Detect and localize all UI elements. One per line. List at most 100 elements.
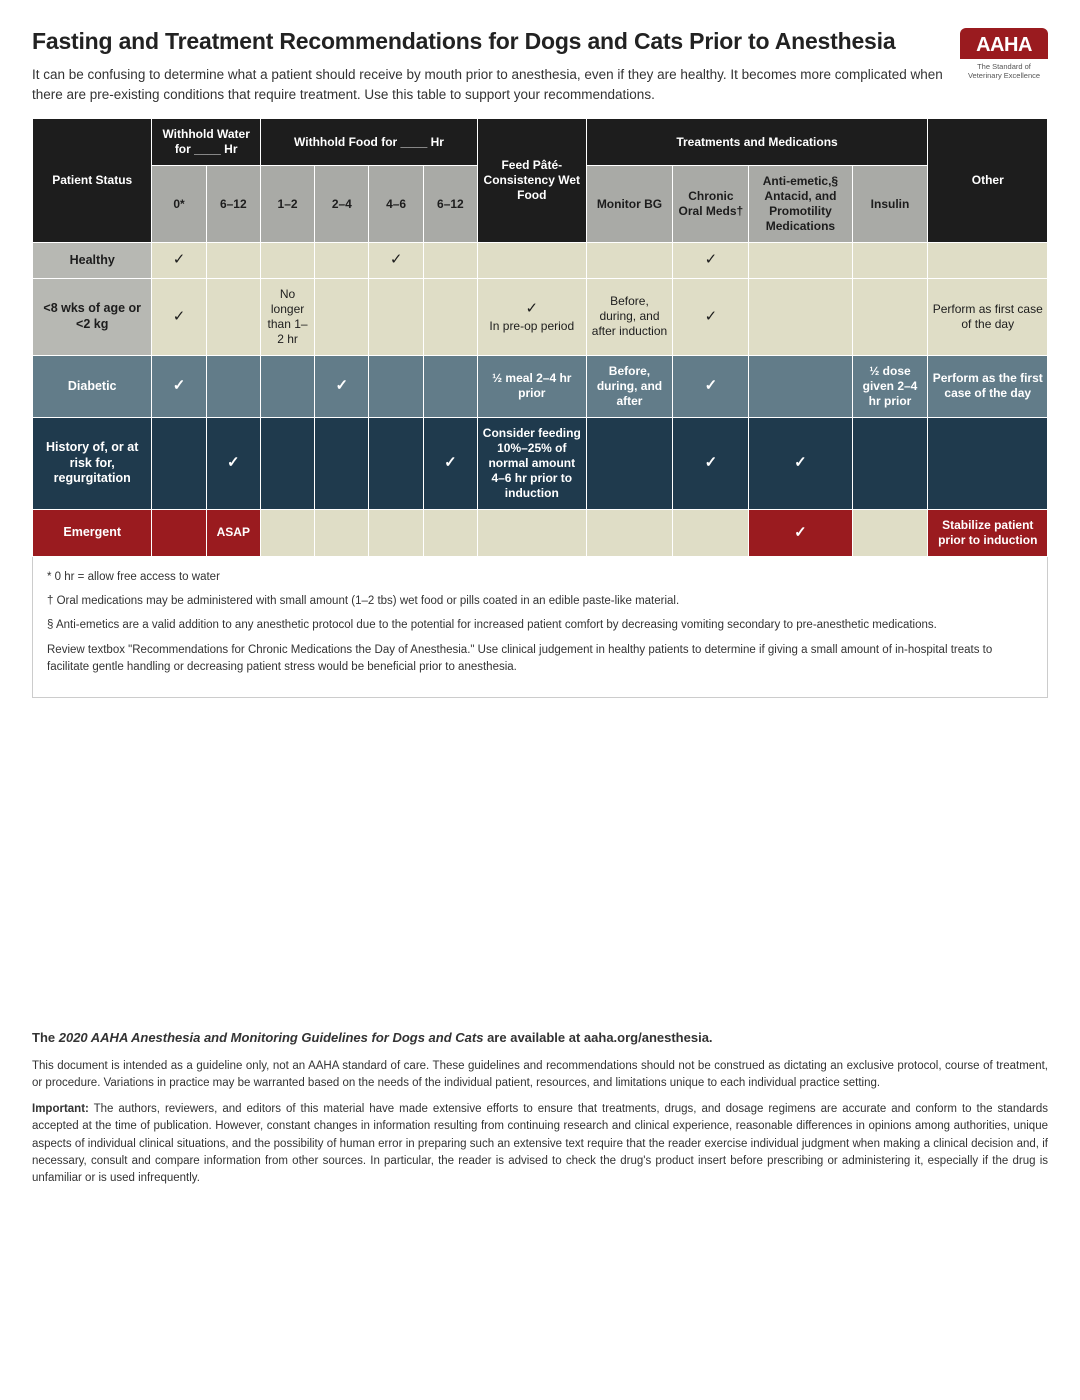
check-icon: ✓ [444,454,457,471]
cell [852,278,928,355]
cell: ✓ [152,355,206,417]
cell [206,243,260,279]
cell [749,243,852,279]
cell [478,243,587,279]
check-icon: ✓ [173,308,186,325]
sub-chronic-meds: Chronic Oral Meds† [673,166,749,243]
cell: ✓ [152,278,206,355]
footnotes: * 0 hr = allow free access to water † Ora… [32,557,1048,698]
row-label-regurg: History of, or at risk for, regurgitatio… [33,417,152,509]
cell [478,509,587,556]
check-icon: ✓ [794,524,807,541]
cell: ✓ [369,243,423,279]
intro-text: It can be confusing to determine what a … [32,65,944,104]
check-icon: ✓ [705,251,718,268]
cell [928,243,1048,279]
cell [206,278,260,355]
sub-food-12: 1–2 [260,166,314,243]
sub-food-24: 2–4 [315,166,369,243]
table-body: Healthy✓✓✓<8 wks of age or <2 kg✓No long… [33,243,1048,557]
col-other: Other [928,119,1048,243]
sub-insulin: Insulin [852,166,928,243]
cell [852,509,928,556]
cell: ✓ [673,243,749,279]
footnote: * 0 hr = allow free access to water [47,569,1033,586]
col-feed-pate: Feed Pâté-Consistency Wet Food [478,119,587,243]
cell [928,417,1048,509]
logo-text: AAHA [960,28,1048,59]
footnote: † Oral medications may be administered w… [47,593,1033,610]
check-icon: ✓ [390,251,403,268]
cell: ✓ [749,417,852,509]
sub-water-612: 6–12 [206,166,260,243]
check-icon: ✓ [173,251,186,268]
cell [369,509,423,556]
cell [315,243,369,279]
cell: ✓ [673,355,749,417]
cell: No longer than 1–2 hr [260,278,314,355]
cell [315,417,369,509]
cell [423,278,477,355]
footnote: § Anti-emetics are a valid addition to a… [47,617,1033,634]
cell [369,355,423,417]
cell [206,355,260,417]
cell [423,509,477,556]
cell: Perform as the first case of the day [928,355,1048,417]
important-note: Important: The authors, reviewers, and e… [32,1101,1048,1187]
cell [369,278,423,355]
check-icon: ✓ [705,377,718,394]
cell: ASAP [206,509,260,556]
cell: Perform as first case of the day [928,278,1048,355]
cell: Before, during, and after [586,355,673,417]
sub-water-0: 0* [152,166,206,243]
sub-monitor-bg: Monitor BG [586,166,673,243]
row-label-diabetic: Diabetic [33,355,152,417]
header-text: Fasting and Treatment Recommendations fo… [32,28,944,118]
cell [852,243,928,279]
footnote: Review textbox "Recommendations for Chro… [47,642,1033,677]
cell: ✓ [673,278,749,355]
col-patient-status: Patient Status [33,119,152,243]
sub-food-46: 4–6 [369,166,423,243]
check-icon: ✓ [705,454,718,471]
cell [315,278,369,355]
cell [260,355,314,417]
check-icon: ✓ [705,308,718,325]
cell: ✓ [423,417,477,509]
cell [852,417,928,509]
page-title: Fasting and Treatment Recommendations fo… [32,28,944,55]
cell: ½ meal 2–4 hr prior [478,355,587,417]
cell [260,243,314,279]
row-healthy: Healthy✓✓✓ [33,243,1048,279]
sub-food-612: 6–12 [423,166,477,243]
row-regurg: History of, or at risk for, regurgitatio… [33,417,1048,509]
cell [673,509,749,556]
header: Fasting and Treatment Recommendations fo… [32,28,1048,118]
cell [586,509,673,556]
cell [586,417,673,509]
cell: Stabilize patient prior to induction [928,509,1048,556]
row-diabetic: Diabetic ✓ ✓ ½ meal 2–4 hr priorBefore, dur… [33,355,1048,417]
recommendations-table: Patient Status Withhold Water for ____ H… [32,118,1048,557]
col-treatments: Treatments and Medications [586,119,928,166]
cell [260,509,314,556]
availability-line: The 2020 AAHA Anesthesia and Monitoring … [32,1028,1048,1048]
cell [749,355,852,417]
cell: ✓ [206,417,260,509]
check-icon: ✓ [173,377,186,394]
cell [749,278,852,355]
table-head: Patient Status Withhold Water for ____ H… [33,119,1048,243]
cell [152,417,206,509]
cell: Consider feeding 10%–25% of normal amoun… [478,417,587,509]
bottom-notes: The 2020 AAHA Anesthesia and Monitoring … [32,1028,1048,1187]
row-label-emergent: Emergent [33,509,152,556]
cell [423,243,477,279]
cell [586,243,673,279]
logo-tagline: The Standard of Veterinary Excellence [960,62,1048,80]
cell [152,509,206,556]
row-young: <8 wks of age or <2 kg✓No longer than 1–… [33,278,1048,355]
cell: ✓ [315,355,369,417]
cell: ✓ [749,509,852,556]
cell: ½ dose given 2–4 hr prior [852,355,928,417]
cell [260,417,314,509]
